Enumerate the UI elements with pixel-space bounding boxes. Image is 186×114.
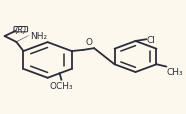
Text: OCH₃: OCH₃ [50,81,73,90]
Text: O: O [85,38,92,47]
Text: NH₂: NH₂ [30,31,47,40]
Polygon shape [15,36,30,43]
FancyBboxPatch shape [14,27,28,33]
Text: Cl: Cl [147,35,156,44]
Text: (R): (R) [15,25,27,34]
Text: CH₃: CH₃ [167,68,184,76]
